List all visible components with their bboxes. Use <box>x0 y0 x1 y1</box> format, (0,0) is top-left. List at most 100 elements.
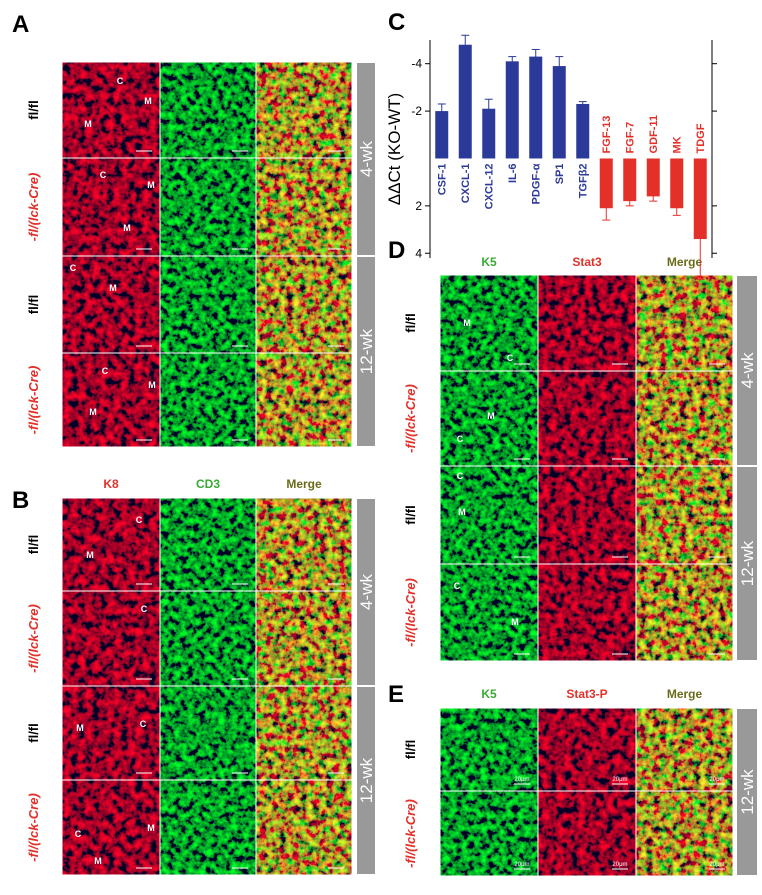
cell-border <box>635 790 734 877</box>
region-annotation: M <box>487 411 495 421</box>
micrograph <box>160 780 256 875</box>
micrograph <box>62 498 160 591</box>
bar <box>646 158 660 197</box>
region-annotation: C <box>457 434 464 444</box>
region-annotation: M <box>123 223 131 233</box>
scale-label: 20μm <box>514 862 529 868</box>
panel-letter: B <box>12 487 29 514</box>
age-label: 4-wk <box>357 574 376 610</box>
region-annotation: M <box>109 283 117 293</box>
region-annotation: C <box>117 76 124 86</box>
x-tick-label: CXCL-1 <box>460 163 472 203</box>
bar <box>435 111 449 159</box>
age-label: 12-wk <box>738 540 757 586</box>
x-tick-label: FGF-7 <box>625 122 637 154</box>
age-bar <box>737 467 757 660</box>
age-bar <box>357 499 375 685</box>
region-annotation: C <box>507 353 514 363</box>
column-header: Merge <box>667 255 703 269</box>
scale-label: 20μm <box>514 777 529 783</box>
row-label: -fl/(lck-Cre) <box>403 384 418 453</box>
age-label: 4-wk <box>357 141 376 177</box>
region-annotation: M <box>463 318 471 328</box>
bar <box>670 158 684 209</box>
bar <box>576 103 590 159</box>
column-header: Merge <box>286 477 322 491</box>
region-annotation: M <box>144 96 152 106</box>
micrograph <box>538 275 636 371</box>
micrograph <box>62 780 160 875</box>
x-tick-label: FGF-13 <box>601 116 613 154</box>
column-header: K5 <box>481 687 497 701</box>
micrograph <box>256 591 352 686</box>
x-tick-label: IL-6 <box>507 163 519 183</box>
micrograph <box>62 686 160 780</box>
region-annotation: M <box>458 507 466 517</box>
y-tick-label: 2 <box>415 199 422 213</box>
age-bar <box>357 687 375 874</box>
panel-letter: C <box>388 9 405 36</box>
row-label: fl/fl <box>26 295 41 315</box>
micrograph <box>440 371 538 466</box>
region-annotation: M <box>89 407 97 417</box>
micrograph <box>440 708 538 791</box>
micrograph <box>538 371 636 466</box>
micrograph <box>256 256 352 353</box>
region-annotation: C <box>454 581 461 591</box>
micrograph <box>256 498 352 591</box>
scale-label: 20μm <box>709 777 724 783</box>
region-annotation: M <box>511 617 519 627</box>
x-tick-label: SP1 <box>554 163 566 184</box>
micrograph <box>160 686 256 780</box>
x-tick-label: TGFβ2 <box>578 163 590 198</box>
micrograph <box>160 353 256 447</box>
age-label: 12-wk <box>738 769 757 815</box>
region-annotation: M <box>76 723 84 733</box>
x-tick-label: PDGF-α <box>531 163 543 204</box>
micrograph <box>636 275 733 371</box>
micrograph <box>636 564 733 661</box>
column-header: Merge <box>667 687 703 701</box>
region-annotation: M <box>84 119 92 129</box>
micrograph <box>160 62 256 158</box>
region-annotation: C <box>75 829 82 839</box>
micrograph <box>636 791 733 876</box>
y-tick-label: -4 <box>411 57 422 71</box>
row-label: fl/fl <box>26 535 41 555</box>
row-label: -fl/(lck-Cre) <box>26 793 41 862</box>
row-label: -fl/(lck-Cre) <box>26 366 41 435</box>
scale-label: 20μm <box>612 777 627 783</box>
micrograph <box>62 256 160 353</box>
micrograph <box>440 275 538 371</box>
micrograph <box>440 466 538 564</box>
age-bar <box>737 709 757 875</box>
region-annotation: C <box>457 471 464 481</box>
micrograph <box>160 498 256 591</box>
x-tick-label: TDGF <box>695 123 707 153</box>
bar <box>599 158 613 209</box>
micrograph <box>160 591 256 686</box>
bar <box>623 158 637 202</box>
region-annotation: C <box>102 366 109 376</box>
age-label: 12-wk <box>357 757 376 803</box>
panel-letter: D <box>388 237 405 264</box>
row-label: fl/fl <box>403 505 418 525</box>
column-header: K8 <box>103 477 119 491</box>
region-annotation: M <box>94 856 102 866</box>
y-axis-label: ΔΔCt (KO-WT) <box>385 93 404 205</box>
micrograph <box>538 466 636 564</box>
row-label: fl/fl <box>403 740 418 760</box>
bar <box>529 56 543 159</box>
micrograph <box>256 780 352 875</box>
age-bar <box>357 63 375 255</box>
row-label: -fl/(lck-Cre) <box>26 173 41 242</box>
micrograph <box>538 708 636 791</box>
x-tick-label: CXCL-12 <box>484 163 496 209</box>
micrograph <box>636 708 733 791</box>
scale-label: 20μm <box>612 862 627 868</box>
column-header: Stat3-P <box>566 687 607 701</box>
region-annotation: C <box>141 604 148 614</box>
region-annotation: C <box>70 263 77 273</box>
row-label: fl/fl <box>403 313 418 333</box>
bar <box>505 61 519 159</box>
